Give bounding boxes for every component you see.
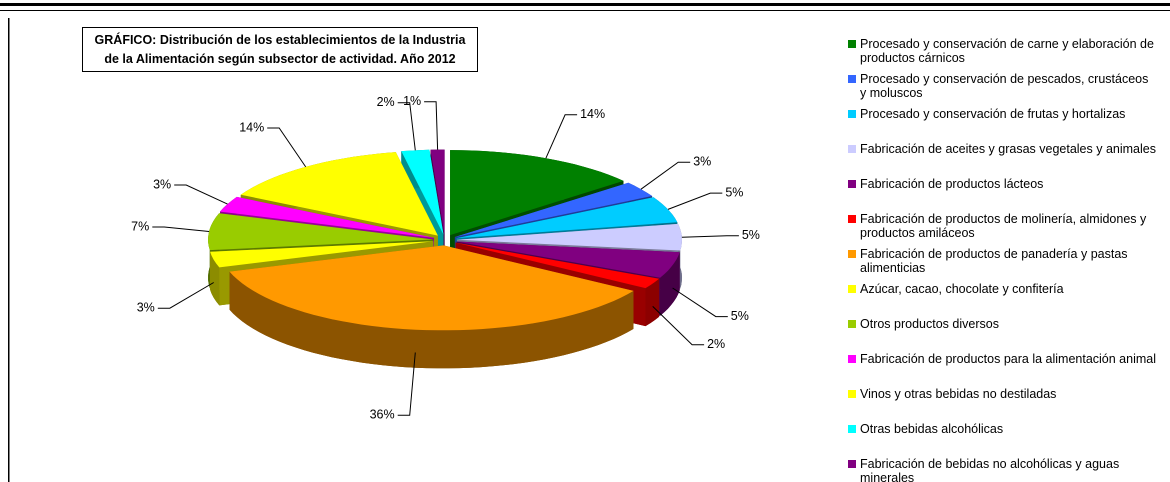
legend-item: Fabricación de productos para la aliment… [848,352,1158,366]
data-label: 3% [153,177,171,191]
slice [457,223,682,251]
pie [208,149,682,369]
slice [454,182,653,237]
chart-title: GRÁFICO: Distribución de los establecimi… [82,27,478,72]
data-label: 5% [742,228,760,242]
legend-label: Fabricación de productos de molinería, a… [860,212,1147,240]
data-label: 3% [137,300,155,314]
legend-label: Fabricación de productos para la aliment… [860,352,1156,366]
top-rule [0,3,1170,6]
leader-line [681,235,739,238]
data-label: 14% [239,120,264,134]
leader-line [267,127,307,168]
legend-item: Vinos y otras bebidas no destiladas [848,387,1158,401]
left-rule [8,18,10,482]
leader-line [667,192,723,210]
data-label: 5% [725,185,743,199]
leader-line [672,287,728,318]
legend-swatch [848,250,856,258]
data-label: 36% [370,408,395,422]
legend-item: Fabricación de productos de panadería y … [848,247,1158,275]
legend-swatch [848,320,856,328]
slice-wall [645,278,660,327]
slice [450,150,624,236]
legend-label: Procesado y conservación de frutas y hor… [860,107,1126,121]
legend-label: Procesado y conservación de carne y elab… [860,37,1154,65]
legend-swatch [848,145,856,153]
slice [229,245,634,331]
legend-item: Fabricación de productos lácteos [848,177,1158,191]
legend-label: Otras bebidas alcohólicas [860,422,1004,436]
legend-item: Otros productos diversos [848,317,1158,331]
legend-swatch [848,425,856,433]
slice [220,196,434,238]
legend-label: Otros productos diversos [860,317,999,331]
data-label: 1% [403,94,421,108]
slice [210,241,434,268]
legend-label: Procesado y conservación de pescados, cr… [860,72,1149,100]
slice [456,197,678,239]
data-label: 5% [731,309,749,323]
legend-swatch [848,40,856,48]
leader-line [640,161,691,190]
leader-line [397,352,416,416]
data-label: 7% [131,219,149,233]
leader-line [157,282,214,309]
legend-item: Azúcar, cacao, chocolate y confitería [848,282,1158,296]
slice-wall [210,251,220,306]
data-label: 2% [377,95,395,109]
legend-item: Fabricación de productos de molinería, a… [848,212,1158,240]
legend-swatch [848,180,856,188]
leader-line [652,306,705,346]
slice-wall [660,252,680,316]
slice [240,152,438,236]
legend-label: Azúcar, cacao, chocolate y confitería [860,282,1064,296]
legend-swatch [848,390,856,398]
legend-swatch [848,355,856,363]
top-rule [0,10,1170,11]
leader-line [174,184,228,205]
legend-item: Procesado y conservación de pescados, cr… [848,72,1158,100]
legend-label: Fabricación de productos lácteos [860,177,1044,191]
slice [455,242,660,289]
legend-label: Fabricación de aceites y grasas vegetale… [860,142,1156,156]
legend-label: Fabricación de productos de panadería y … [860,247,1128,275]
slice [401,149,444,235]
legend-swatch [848,460,856,468]
legend-swatch [848,285,856,293]
slice-wall [229,271,634,369]
slice [456,241,680,278]
data-label: 3% [693,155,711,169]
legend-label: Vinos y otras bebidas no destiladas [860,387,1057,401]
legend-swatch [848,215,856,223]
leader-line [152,226,210,232]
legend-item: Otras bebidas alcohólicas [848,422,1158,436]
leader-line [545,114,578,159]
legend-swatch [848,110,856,118]
leader-line [397,102,416,151]
data-label: 14% [580,107,605,121]
legend-item: Fabricación de aceites y grasas vegetale… [848,142,1158,156]
leader-line [424,101,439,150]
legend-item: Procesado y conservación de carne y elab… [848,37,1158,65]
legend-swatch [848,75,856,83]
data-label: 2% [707,337,725,351]
slice [208,213,434,251]
legend-item: Procesado y conservación de frutas y hor… [848,107,1158,121]
slice [430,149,445,235]
legend-item: Fabricación de bebidas no alcohólicas y … [848,457,1158,482]
legend-label: Fabricación de bebidas no alcohólicas y … [860,457,1120,482]
